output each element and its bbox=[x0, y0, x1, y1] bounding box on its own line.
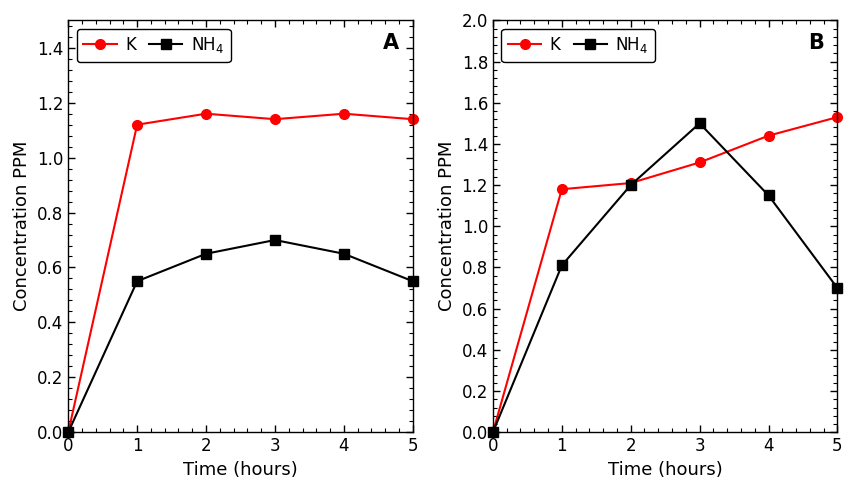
K bbox=[270, 116, 280, 122]
NH$_4$ bbox=[270, 237, 280, 243]
K bbox=[201, 111, 211, 117]
K bbox=[694, 159, 704, 165]
X-axis label: Time (hours): Time (hours) bbox=[608, 461, 722, 479]
Legend: K, NH$_4$: K, NH$_4$ bbox=[502, 29, 656, 62]
K bbox=[556, 186, 567, 192]
Line: NH$_4$: NH$_4$ bbox=[488, 119, 842, 437]
NH$_4$ bbox=[488, 430, 498, 435]
Legend: K, NH$_4$: K, NH$_4$ bbox=[76, 29, 230, 62]
NH$_4$ bbox=[339, 251, 349, 257]
Line: K: K bbox=[488, 112, 842, 437]
K bbox=[339, 111, 349, 117]
Text: A: A bbox=[383, 32, 399, 53]
NH$_4$ bbox=[626, 182, 636, 188]
K bbox=[407, 116, 418, 122]
K bbox=[764, 133, 774, 139]
Line: K: K bbox=[63, 109, 418, 437]
NH$_4$ bbox=[132, 278, 142, 284]
K bbox=[832, 114, 842, 120]
K bbox=[488, 430, 498, 435]
Text: B: B bbox=[808, 32, 823, 53]
K bbox=[626, 180, 636, 186]
NH$_4$ bbox=[832, 285, 842, 291]
K bbox=[63, 430, 74, 435]
NH$_4$ bbox=[694, 121, 704, 126]
NH$_4$ bbox=[556, 262, 567, 268]
Line: NH$_4$: NH$_4$ bbox=[63, 235, 418, 437]
X-axis label: Time (hours): Time (hours) bbox=[183, 461, 298, 479]
NH$_4$ bbox=[407, 278, 418, 284]
NH$_4$ bbox=[764, 192, 774, 198]
Y-axis label: Concentration PPM: Concentration PPM bbox=[14, 141, 32, 311]
K bbox=[132, 122, 142, 127]
Y-axis label: Concentration PPM: Concentration PPM bbox=[438, 141, 456, 311]
NH$_4$ bbox=[63, 430, 74, 435]
NH$_4$ bbox=[201, 251, 211, 257]
